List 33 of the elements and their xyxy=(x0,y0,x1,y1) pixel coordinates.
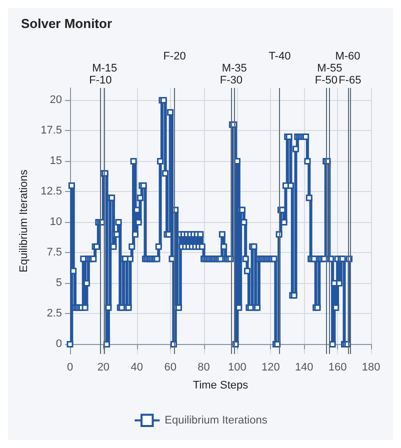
y-tick-label: 7.5 xyxy=(46,246,62,259)
y-tick-label: 5 xyxy=(56,277,62,290)
x-tick-label: 20 xyxy=(97,362,110,374)
y-tick-label: 10 xyxy=(50,216,62,228)
ref-line-label: F-65 xyxy=(338,74,362,86)
x-tick-label: 180 xyxy=(362,362,380,374)
legend-label: Equilibrium Iterations xyxy=(164,414,268,426)
y-tick-label: 20 xyxy=(50,94,62,106)
x-tick-label: 60 xyxy=(164,362,176,374)
x-tick-label: 80 xyxy=(198,362,210,374)
ref-line-label: F-30 xyxy=(220,74,243,86)
y-tick-label: 12.5 xyxy=(40,186,62,198)
x-tick-label: 160 xyxy=(328,362,347,374)
y-tick-label: 17.5 xyxy=(40,124,62,137)
y-tick-label: 2.5 xyxy=(46,308,62,320)
ref-line-label: F-50 xyxy=(314,74,338,86)
x-tick-label: 120 xyxy=(261,362,280,374)
chart-title: Solver Monitor xyxy=(21,16,112,31)
y-axis-title: Equilibrium Iterations xyxy=(18,169,30,272)
x-tick-label: 40 xyxy=(130,362,144,374)
ref-line-label: M-35 xyxy=(222,62,247,74)
ref-line-label: T-40 xyxy=(268,50,291,62)
x-axis-title: Time Steps xyxy=(192,380,249,392)
x-tick-label: 140 xyxy=(294,362,314,374)
x-tick-label: 100 xyxy=(228,362,246,374)
ref-line-label: F-20 xyxy=(163,50,186,62)
x-tick-label: 0 xyxy=(66,362,74,374)
ref-line-label: F-10 xyxy=(89,74,112,86)
y-tick-label: 0 xyxy=(56,338,62,350)
ref-line-label: M-55 xyxy=(317,62,342,74)
y-tick-label: 15 xyxy=(50,155,62,168)
ref-line-label: M-60 xyxy=(335,50,360,62)
ref-line-label: M-15 xyxy=(92,62,118,74)
